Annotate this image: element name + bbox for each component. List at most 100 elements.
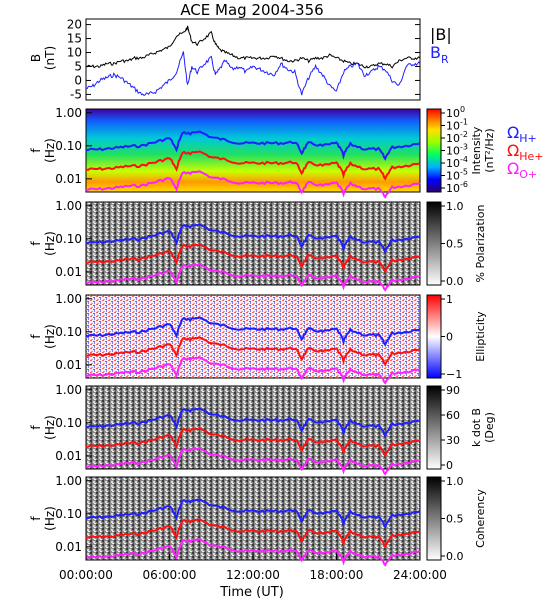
- freq-ytick-label: 1.00: [55, 383, 82, 397]
- legend-bmag: |B|: [430, 25, 452, 44]
- panel-polarization-image: [86, 202, 420, 285]
- colorbar-tick-base: 1: [446, 293, 453, 306]
- colorbar-tick-label: 0.0: [446, 275, 464, 288]
- freq-ytick-label: 0.01: [55, 172, 82, 186]
- series-br-line: [85, 51, 421, 96]
- freq-ylabel: f: [29, 241, 43, 246]
- colorbar-tick-base: 0.0: [446, 550, 464, 563]
- colorbar-tick-base: 1.0: [446, 200, 464, 213]
- gyro-label-o: ΩO+: [507, 159, 537, 181]
- colorbar-tick-label: 10-4: [446, 155, 468, 170]
- colorbar-polarization: [426, 201, 442, 286]
- freq-ytick-label: 1.00: [55, 474, 82, 488]
- colorbar-unit: (nT²/Hz): [483, 128, 496, 172]
- colorbar-tick-exp: -5: [460, 168, 468, 177]
- freq-yunit: (Hz): [43, 415, 57, 440]
- gyro-line: [86, 447, 421, 476]
- colorbar-tick-label: 10-2: [446, 130, 468, 145]
- colorbar-tick-exp: -1: [460, 118, 468, 127]
- freq-yunit: (Hz): [43, 324, 57, 349]
- gyro-label-h: ΩH+: [507, 123, 537, 145]
- colorbar-tick-base: 10: [446, 157, 460, 170]
- panel-ellipticity-image: [86, 295, 420, 378]
- gyro-line: [85, 518, 421, 549]
- colorbar-tick-label: 100: [446, 105, 465, 120]
- colorbar-tick-label: 1: [446, 293, 453, 306]
- freq-ytick-label: 1.00: [55, 199, 82, 213]
- panel-polarization: 1.00 0.10 0.01 f (Hz) 1.0 0.5 0.0 % Polarization: [29, 199, 487, 292]
- colorbar-tick-label: 0: [446, 459, 453, 472]
- colorbar-tick-label: 0.5: [446, 513, 464, 526]
- series-bmag-line: [85, 25, 421, 69]
- colorbar-tick-base: 60: [446, 409, 460, 422]
- colorbar-tick-exp: 0: [460, 105, 465, 114]
- colorbar-tick-base: −1: [446, 368, 462, 381]
- colorbar-ellipticity: [426, 294, 442, 379]
- panel-b-ytick-label: 10: [67, 46, 82, 60]
- panel-b-yunit: (nT): [43, 46, 57, 70]
- colorbar-tick-base: 30: [446, 434, 460, 447]
- colorbar-tick-label: 0.0: [446, 550, 464, 563]
- colorbar-label: Ellipticity: [474, 311, 487, 362]
- colorbar-label: k dot B: [470, 408, 483, 447]
- gyro-line: [86, 538, 421, 567]
- colorbar-tick-exp: -4: [460, 155, 468, 164]
- colorbar-label: Coherency: [474, 489, 487, 548]
- freq-ytick-label: 1.00: [55, 292, 82, 306]
- panel-b-ytick-label: 0: [74, 73, 82, 87]
- panel-kdotb-image: [86, 386, 420, 469]
- gyro-legend: ΩH+ ΩHe+ ΩO+: [507, 123, 544, 181]
- colorbar-tick-base: 0.5: [446, 513, 464, 526]
- colorbar-tick-base: 10: [446, 170, 460, 183]
- panel-b-ytick-label: 20: [67, 18, 82, 32]
- colorbar-tick-base: 1.0: [446, 475, 464, 488]
- colorbar-tick-base: 10: [446, 107, 460, 120]
- freq-ytick-label: 0.01: [55, 358, 82, 372]
- colorbar-tick-exp: -6: [460, 180, 468, 189]
- freq-yunit: (Hz): [43, 506, 57, 531]
- x-tick-label: 00:00:00: [59, 568, 113, 582]
- panel-coherency-image: [86, 477, 420, 560]
- freq-ylabel: f: [29, 425, 43, 430]
- panel-ellipticity: 1.00 0.10 0.01 f (Hz) 1 0 −1 Ellipticity: [29, 292, 487, 385]
- gyro-line: [85, 130, 421, 161]
- freq-ylabel: f: [29, 148, 43, 153]
- colorbar-tick-base: 10: [446, 132, 460, 145]
- panel-coherency: 1.00 0.10 0.01 f (Hz) 1.0 0.5 0.0 Coherency: [29, 474, 487, 567]
- colorbar-coherency: [426, 476, 442, 561]
- x-axis-label: Time (UT): [219, 585, 284, 600]
- gyro-line: [86, 356, 421, 385]
- gyro-line: [85, 223, 421, 254]
- freq-ytick-label: 0.01: [55, 449, 82, 463]
- colorbar-tick-base: 10: [446, 182, 460, 195]
- panel-b-ylabel: B: [29, 54, 43, 62]
- colorbar-kdotb: [426, 385, 442, 470]
- panel-b-ytick-label: 5: [74, 59, 82, 73]
- gyro-line: [85, 150, 421, 181]
- colorbar-label: Intensity: [470, 126, 483, 174]
- colorbar-intensity: [426, 108, 442, 193]
- colorbar-tick-base: 90: [446, 384, 460, 397]
- gyro-line: [85, 427, 421, 458]
- legend-br: BR: [430, 43, 449, 66]
- freq-yunit: (Hz): [43, 138, 57, 163]
- colorbar-tick-label: 90: [446, 384, 460, 397]
- colorbar-tick-base: 0: [446, 459, 453, 472]
- colorbar-tick-label: 1.0: [446, 475, 464, 488]
- panel-b-ytick-label: -5: [70, 87, 82, 101]
- gyro-label-he: ΩHe+: [507, 141, 544, 163]
- x-tick-label: 18:00:00: [310, 568, 364, 582]
- panel-b-frame: [85, 18, 421, 101]
- colorbar-tick-label: 10-1: [446, 118, 468, 133]
- colorbar-tick-label: −1: [446, 368, 462, 381]
- gyro-line: [85, 243, 421, 274]
- freq-ytick-label: 0.10: [55, 416, 82, 430]
- freq-ytick-label: 0.10: [55, 139, 82, 153]
- colorbar-tick-exp: -2: [460, 130, 468, 139]
- colorbar-tick-label: 0: [446, 331, 453, 344]
- freq-ytick-label: 0.01: [55, 265, 82, 279]
- colorbar-unit: (Deg): [483, 412, 496, 443]
- colorbar-tick-base: 0.5: [446, 238, 464, 251]
- x-tick-label: 24:00:00: [393, 568, 447, 582]
